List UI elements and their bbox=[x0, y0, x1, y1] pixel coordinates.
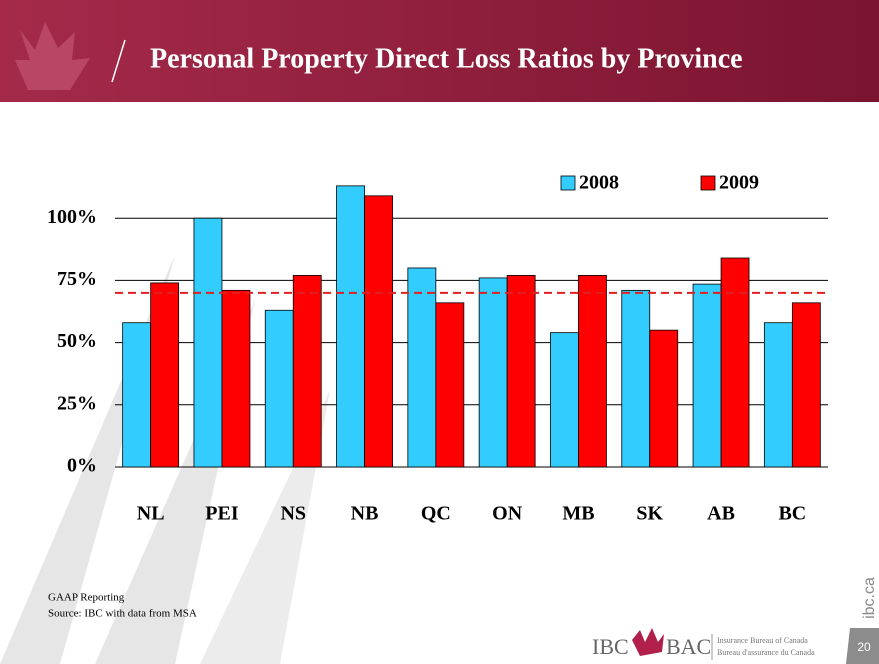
plot: 0% 25% 50% 75% 100% NL PEI NS NB QC ON MB SK AB BC 2008… bbox=[47, 172, 828, 525]
bar bbox=[506, 275, 536, 468]
x-tick-label: QC bbox=[421, 503, 451, 525]
legend-swatch bbox=[560, 175, 576, 191]
y-tick-label: 100% bbox=[47, 206, 97, 228]
org-name: Bureau d'assurance du Canada bbox=[717, 648, 815, 657]
legend-label: 2008 bbox=[579, 172, 619, 194]
bar bbox=[435, 302, 465, 468]
bar bbox=[692, 283, 722, 468]
y-tick-label: 75% bbox=[57, 268, 97, 290]
bar bbox=[791, 302, 821, 468]
bar bbox=[720, 257, 750, 468]
x-tick-label: BC bbox=[778, 503, 806, 525]
bar bbox=[264, 309, 294, 468]
bar bbox=[150, 282, 180, 468]
note: Source: IBC with data from MSA bbox=[48, 608, 197, 620]
logo-maple bbox=[632, 628, 664, 656]
bar bbox=[122, 322, 152, 468]
x-tick-label: NS bbox=[280, 503, 306, 525]
bar bbox=[578, 275, 607, 468]
page-box bbox=[846, 628, 879, 664]
x-tick-label: ON bbox=[492, 503, 523, 525]
bar bbox=[221, 289, 251, 468]
chart-title: Personal Property Direct Loss Ratios by … bbox=[150, 43, 743, 74]
bar bbox=[336, 185, 365, 468]
x-tick-label: MB bbox=[562, 503, 594, 525]
bar bbox=[407, 267, 437, 468]
logo-text: BAC bbox=[666, 634, 711, 659]
org-name: Insurance Bureau of Canada bbox=[717, 636, 808, 645]
logo-text: IBC bbox=[592, 634, 629, 659]
maple-icon bbox=[15, 22, 90, 90]
header-bar bbox=[0, 0, 879, 102]
bar bbox=[763, 322, 793, 468]
bar bbox=[478, 277, 508, 468]
y-tick-label: 25% bbox=[57, 392, 97, 414]
y-tick-label: 0% bbox=[67, 455, 97, 477]
x-tick-label: NB bbox=[351, 503, 379, 525]
x-tick-label: PEI bbox=[205, 503, 239, 525]
x-tick-label: SK bbox=[636, 503, 663, 525]
legend-label: 2009 bbox=[719, 172, 759, 194]
legend-swatch bbox=[700, 175, 716, 191]
bar bbox=[364, 195, 393, 468]
y-tick-label: 50% bbox=[57, 330, 97, 352]
header-divider bbox=[111, 39, 126, 83]
x-tick-label: AB bbox=[707, 503, 735, 525]
note: GAAP Reporting bbox=[48, 592, 125, 604]
page-number: 20 bbox=[857, 640, 871, 654]
site-label: ibc.ca bbox=[861, 577, 878, 619]
bar bbox=[193, 217, 223, 468]
bar bbox=[550, 332, 579, 468]
bar bbox=[621, 289, 651, 468]
bar bbox=[292, 275, 322, 468]
bar bbox=[649, 329, 679, 468]
x-tick-label: NL bbox=[137, 503, 165, 525]
